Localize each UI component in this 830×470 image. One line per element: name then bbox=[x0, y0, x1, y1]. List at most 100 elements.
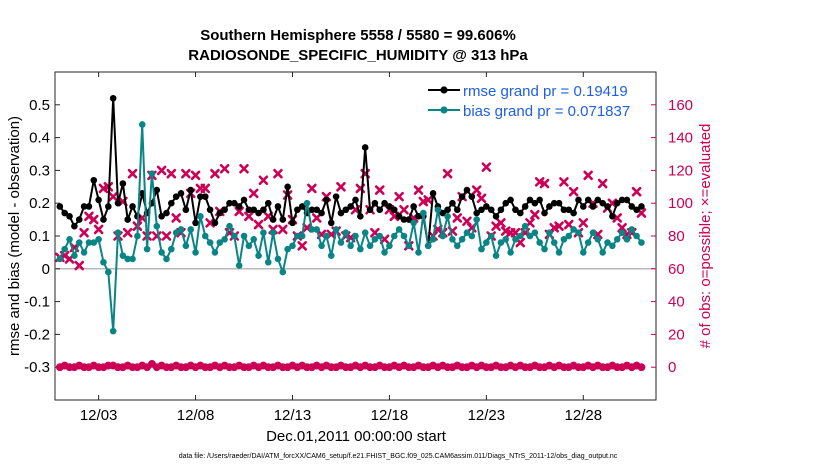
evaluated-point bbox=[394, 191, 404, 202]
bias-point bbox=[424, 242, 432, 250]
bias-point bbox=[279, 268, 287, 276]
bias-point bbox=[638, 239, 645, 246]
evaluated-point bbox=[239, 163, 249, 174]
rmse-point bbox=[483, 203, 490, 210]
rmse-point bbox=[550, 199, 558, 207]
bias-point bbox=[604, 239, 611, 246]
bias-point bbox=[163, 255, 170, 263]
bias-point bbox=[138, 121, 146, 128]
evaluated-point bbox=[413, 185, 424, 195]
bias-point bbox=[327, 252, 335, 259]
bias-point bbox=[512, 235, 519, 243]
legend: rmse grand pr = 0.19419 bias grand pr = … bbox=[428, 83, 630, 120]
evaluated-point bbox=[166, 168, 177, 179]
bias-point bbox=[148, 170, 156, 177]
rmse-point bbox=[129, 203, 136, 210]
bias-point bbox=[618, 229, 626, 237]
rmse-point bbox=[497, 206, 505, 214]
rmse-point bbox=[274, 203, 282, 210]
evaluated-point bbox=[452, 213, 463, 223]
bias-point bbox=[439, 232, 447, 240]
bias-point bbox=[347, 242, 354, 250]
bias-point bbox=[182, 242, 190, 250]
bias-point bbox=[85, 239, 93, 246]
chart-title-line2: RADIOSONDE_SPECIFIC_HUMIDITY @ 313 hPa bbox=[188, 47, 528, 64]
bias-point bbox=[90, 239, 98, 246]
evaluated-point bbox=[122, 227, 133, 238]
evaluated-point bbox=[476, 193, 487, 204]
rmse-point bbox=[405, 216, 413, 223]
right-y-tick-label: 160 bbox=[668, 97, 693, 114]
bias-point bbox=[536, 239, 543, 246]
bias-point bbox=[274, 255, 282, 263]
bias-point bbox=[226, 222, 233, 230]
rmse-point bbox=[473, 209, 480, 217]
rmse-point bbox=[439, 209, 447, 217]
bias-point bbox=[516, 232, 524, 240]
bias-point bbox=[453, 242, 461, 250]
rmse-point bbox=[168, 199, 175, 207]
x-tick-label: 12/03 bbox=[80, 407, 118, 424]
evaluated-point bbox=[583, 170, 593, 181]
rmse-point bbox=[395, 213, 403, 220]
bias-point bbox=[153, 222, 161, 230]
rmse-point bbox=[458, 193, 466, 200]
rmse-point bbox=[463, 186, 471, 194]
rmse-point bbox=[119, 180, 127, 187]
data-file-footnote: data file: /Users/raeder/DAI/ATM_forcXX/… bbox=[179, 453, 618, 460]
bias-point bbox=[197, 213, 204, 220]
rmse-point bbox=[109, 94, 117, 102]
rmse-point bbox=[381, 199, 388, 207]
bias-point bbox=[352, 232, 359, 240]
rmse-point bbox=[502, 199, 510, 207]
rmse-point bbox=[366, 206, 374, 214]
rmse-point bbox=[105, 203, 112, 210]
evaluated-point bbox=[171, 213, 181, 223]
rmse-point bbox=[221, 206, 228, 214]
rmse-point bbox=[449, 199, 456, 207]
x-axis-ticks: 12/03 12/08 12/13 12/18 12/23 12/28 bbox=[80, 72, 602, 424]
bias-point bbox=[124, 255, 132, 263]
bias-point bbox=[434, 206, 442, 214]
rmse-point bbox=[560, 206, 568, 214]
evaluated-point bbox=[219, 163, 230, 174]
bias-point bbox=[550, 239, 558, 246]
rmse-point bbox=[579, 203, 587, 210]
bias-point bbox=[633, 232, 640, 240]
evaluated-point bbox=[399, 204, 409, 215]
legend-rmse-marker bbox=[440, 86, 448, 94]
evaluated-point bbox=[108, 191, 118, 202]
bias-point bbox=[565, 232, 573, 240]
right-y-tick-label: 80 bbox=[668, 228, 685, 245]
bias-point bbox=[201, 232, 209, 240]
rmse-point bbox=[192, 219, 199, 227]
rmse-point bbox=[628, 203, 636, 210]
rmse-point bbox=[177, 190, 185, 197]
rmse-point bbox=[546, 203, 553, 210]
rmse-point bbox=[327, 219, 335, 227]
bias-point bbox=[599, 249, 606, 256]
legend-bias-marker bbox=[440, 106, 448, 114]
evaluated-point bbox=[273, 168, 283, 179]
bias-point bbox=[507, 249, 514, 256]
bias-point bbox=[95, 235, 102, 243]
evaluated-point bbox=[336, 182, 346, 192]
bias-point bbox=[221, 235, 228, 243]
evaluated-point bbox=[423, 195, 434, 205]
right-y-axis-label: # of obs: o=possible; ×=evaluated bbox=[697, 124, 714, 349]
evaluated-point bbox=[79, 227, 89, 238]
evaluated-point bbox=[554, 221, 564, 231]
evaluated-point bbox=[88, 214, 99, 225]
rmse-point bbox=[269, 216, 277, 223]
evaluated-point bbox=[253, 219, 264, 230]
bias-point bbox=[531, 229, 539, 237]
bias-point bbox=[323, 232, 330, 240]
bias-point bbox=[56, 255, 64, 263]
rmse-point bbox=[332, 193, 340, 200]
rmse-point bbox=[80, 203, 88, 210]
rmse-point bbox=[90, 176, 98, 184]
evaluated-point bbox=[297, 241, 307, 251]
bias-point bbox=[386, 242, 393, 250]
bias-point bbox=[473, 216, 480, 223]
left-y-tick-label: -0.3 bbox=[24, 359, 50, 376]
